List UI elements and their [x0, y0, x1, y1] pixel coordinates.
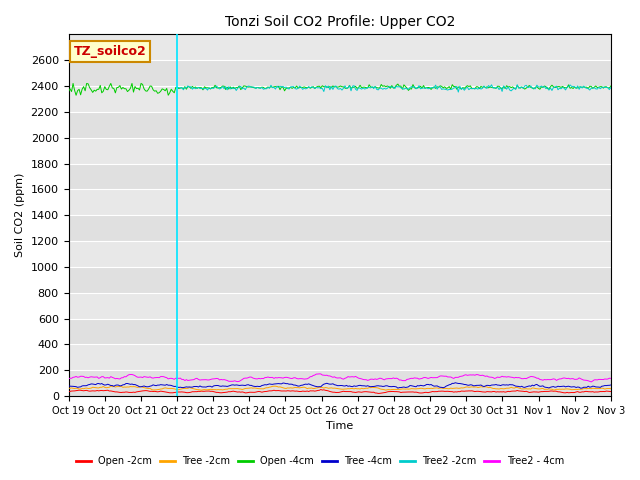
- Line: Open -2cm: Open -2cm: [68, 390, 611, 394]
- Tree -4cm: [580, 384, 588, 390]
- Open -4cm: [134, 85, 142, 91]
- Open -2cm: [253, 389, 261, 395]
- Tree -4cm: [607, 382, 614, 388]
- Tree -4cm: [577, 385, 584, 391]
- Tree -4cm: [451, 380, 459, 385]
- Open -4cm: [229, 84, 237, 90]
- Tree2 - 4cm: [131, 373, 139, 379]
- Tree2 -2cm: [244, 83, 252, 89]
- Open -4cm: [257, 85, 264, 91]
- Title: Tonzi Soil CO2 Profile: Upper CO2: Tonzi Soil CO2 Profile: Upper CO2: [225, 15, 455, 29]
- Bar: [68, 60, 611, 86]
- Tree2 -2cm: [577, 84, 584, 89]
- Tree2 - 4cm: [579, 377, 586, 383]
- Bar: [68, 267, 611, 293]
- Tree -2cm: [132, 384, 140, 390]
- Open -2cm: [227, 389, 234, 395]
- Tree -2cm: [607, 386, 614, 392]
- Text: TZ_soilco2: TZ_soilco2: [74, 45, 147, 58]
- Bar: [68, 164, 611, 190]
- Tree -2cm: [248, 385, 255, 391]
- Open -2cm: [244, 390, 252, 396]
- Tree2 - 4cm: [253, 376, 261, 382]
- Open -2cm: [317, 387, 324, 393]
- Open -4cm: [305, 84, 312, 90]
- Tree2 - 4cm: [65, 376, 72, 382]
- Open -2cm: [374, 391, 382, 396]
- Open -4cm: [248, 84, 255, 90]
- Y-axis label: Soil CO2 (ppm): Soil CO2 (ppm): [15, 173, 25, 257]
- Open -2cm: [302, 388, 310, 394]
- Tree2 -2cm: [302, 86, 310, 92]
- Open -4cm: [580, 84, 588, 90]
- Bar: [68, 112, 611, 138]
- Tree -4cm: [253, 384, 261, 389]
- Tree -2cm: [229, 386, 237, 392]
- Line: Tree2 -2cm: Tree2 -2cm: [177, 84, 611, 92]
- Tree2 - 4cm: [588, 379, 595, 385]
- Bar: [68, 138, 611, 164]
- Tree -2cm: [257, 386, 264, 392]
- Bar: [68, 215, 611, 241]
- Open -4cm: [69, 81, 77, 86]
- Open -4cm: [65, 89, 72, 95]
- Tree2 - 4cm: [316, 371, 323, 377]
- Open -2cm: [131, 389, 139, 395]
- Tree2 - 4cm: [302, 376, 310, 382]
- Tree -4cm: [302, 381, 310, 387]
- Tree2 -2cm: [253, 84, 261, 90]
- Line: Tree2 - 4cm: Tree2 - 4cm: [68, 374, 611, 382]
- Tree -4cm: [227, 383, 234, 388]
- Legend: Open -2cm, Tree -2cm, Open -4cm, Tree -4cm, Tree2 -2cm, Tree2 - 4cm: Open -2cm, Tree -2cm, Open -4cm, Tree -4…: [72, 453, 568, 470]
- Bar: [68, 293, 611, 319]
- Tree2 - 4cm: [227, 378, 234, 384]
- Tree2 - 4cm: [607, 375, 614, 381]
- X-axis label: Time: Time: [326, 421, 353, 432]
- Open -2cm: [65, 389, 72, 395]
- Bar: [68, 319, 611, 345]
- Bar: [68, 370, 611, 396]
- Line: Tree -2cm: Tree -2cm: [68, 386, 611, 390]
- Open -2cm: [607, 389, 614, 395]
- Tree2 -2cm: [607, 84, 614, 90]
- Tree -4cm: [131, 382, 139, 387]
- Tree -2cm: [107, 383, 115, 389]
- Tree -2cm: [65, 385, 72, 391]
- Tree -2cm: [580, 386, 588, 392]
- Bar: [68, 86, 611, 112]
- Tree -4cm: [65, 383, 72, 389]
- Tree -2cm: [198, 387, 205, 393]
- Tree -4cm: [244, 382, 252, 387]
- Line: Open -4cm: Open -4cm: [68, 84, 611, 96]
- Bar: [68, 190, 611, 215]
- Open -4cm: [607, 83, 614, 89]
- Open -2cm: [580, 389, 588, 395]
- Tree2 - 4cm: [244, 375, 252, 381]
- Tree2 -2cm: [227, 86, 234, 92]
- Open -4cm: [72, 93, 80, 98]
- Bar: [68, 241, 611, 267]
- Tree -2cm: [305, 385, 312, 391]
- Bar: [68, 345, 611, 370]
- Line: Tree -4cm: Tree -4cm: [68, 383, 611, 388]
